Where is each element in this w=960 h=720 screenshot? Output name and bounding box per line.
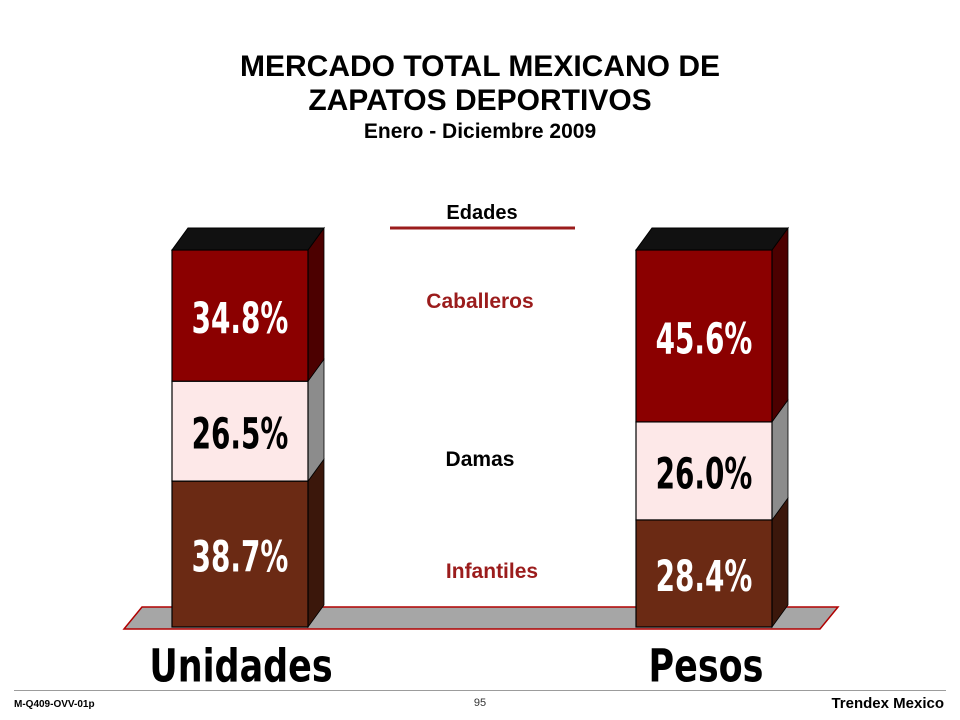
- legend-label-infantiles: Infantiles: [446, 560, 538, 583]
- footer-divider: [14, 690, 946, 691]
- brand-name: Trendex Mexico: [831, 695, 944, 712]
- chart-title-line-2: ZAPATOS DEPORTIVOS: [308, 84, 652, 117]
- legend-title: Edades: [446, 202, 517, 224]
- document-code: M-Q409-OVV-01p: [14, 699, 95, 710]
- bar-segment-caballeros-unidades: [171, 249, 309, 382]
- data-label-infantiles-unidades: 38.7%: [192, 534, 289, 582]
- legend-label-damas: Damas: [446, 448, 515, 471]
- category-label-pesos: Pesos: [649, 639, 764, 693]
- chart-title-block: MERCADO TOTAL MEXICANO DE ZAPATOS DEPORT…: [0, 50, 960, 146]
- data-label-damas-pesos: 26.0%: [656, 451, 753, 499]
- data-label-caballeros-unidades: 34.8%: [192, 295, 289, 343]
- bar-segment-caballeros-pesos: [635, 249, 773, 423]
- bar-segment-damas-pesos: [635, 421, 773, 521]
- bar-side-caballeros-unidades: [307, 226, 325, 383]
- bar-segment-infantiles-pesos: [635, 519, 773, 628]
- bar-segment-infantiles-unidades: [171, 480, 309, 628]
- bar-side-infantiles-unidades: [307, 457, 325, 629]
- data-label-damas-unidades: 26.5%: [192, 411, 289, 459]
- data-label-infantiles-pesos: 28.4%: [656, 553, 753, 601]
- chart-subtitle: Enero - Diciembre 2009: [363, 120, 597, 143]
- data-label-caballeros-pesos: 45.6%: [656, 316, 753, 364]
- page-number: 95: [473, 697, 487, 709]
- bar-top-unidades: [171, 227, 325, 251]
- legend-label-caballeros: Caballeros: [426, 290, 533, 313]
- bar-top-pesos: [635, 227, 789, 251]
- bar-side-caballeros-pesos: [771, 226, 789, 424]
- chart-title-line-1: MERCADO TOTAL MEXICANO DE: [239, 50, 720, 83]
- category-label-unidades: Unidades: [149, 639, 332, 693]
- bar-segment-damas-unidades: [171, 380, 309, 482]
